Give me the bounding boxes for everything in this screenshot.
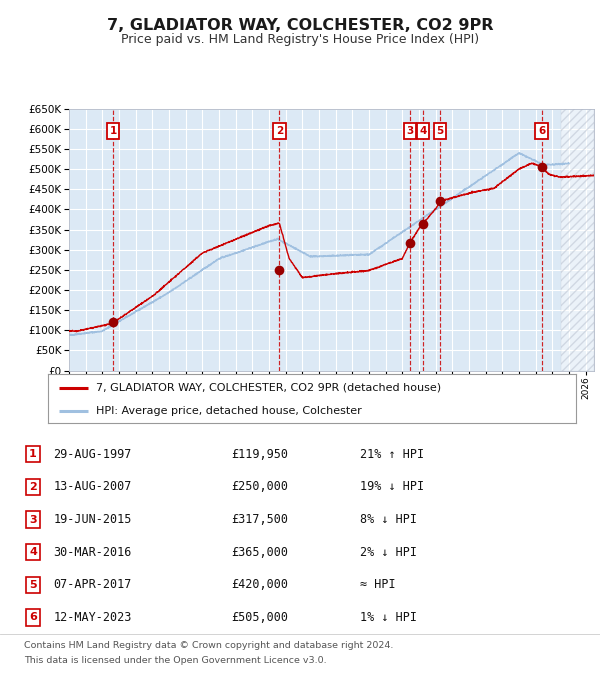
Text: 6: 6 <box>538 126 545 136</box>
Text: 4: 4 <box>419 126 427 136</box>
Text: 5: 5 <box>29 580 37 590</box>
Bar <box>560 109 594 371</box>
Text: £119,950: £119,950 <box>231 447 288 461</box>
Text: 8% ↓ HPI: 8% ↓ HPI <box>360 513 417 526</box>
Text: 3: 3 <box>29 515 37 524</box>
Text: 2: 2 <box>29 482 37 492</box>
Text: 7, GLADIATOR WAY, COLCHESTER, CO2 9PR: 7, GLADIATOR WAY, COLCHESTER, CO2 9PR <box>107 18 493 33</box>
Text: 1: 1 <box>29 449 37 459</box>
Text: This data is licensed under the Open Government Licence v3.0.: This data is licensed under the Open Gov… <box>24 656 326 664</box>
Text: 12-MAY-2023: 12-MAY-2023 <box>53 611 132 624</box>
Text: 5: 5 <box>437 126 444 136</box>
Text: 1: 1 <box>110 126 117 136</box>
Text: Contains HM Land Registry data © Crown copyright and database right 2024.: Contains HM Land Registry data © Crown c… <box>24 641 394 649</box>
Text: 19% ↓ HPI: 19% ↓ HPI <box>360 480 424 494</box>
Text: 1% ↓ HPI: 1% ↓ HPI <box>360 611 417 624</box>
Text: HPI: Average price, detached house, Colchester: HPI: Average price, detached house, Colc… <box>95 406 361 415</box>
Text: 6: 6 <box>29 613 37 622</box>
Text: £365,000: £365,000 <box>231 545 288 559</box>
Text: £317,500: £317,500 <box>231 513 288 526</box>
Text: £505,000: £505,000 <box>231 611 288 624</box>
Text: ≈ HPI: ≈ HPI <box>360 578 395 592</box>
Text: 4: 4 <box>29 547 37 557</box>
Text: 30-MAR-2016: 30-MAR-2016 <box>53 545 132 559</box>
Text: 29-AUG-1997: 29-AUG-1997 <box>53 447 132 461</box>
Text: Price paid vs. HM Land Registry's House Price Index (HPI): Price paid vs. HM Land Registry's House … <box>121 33 479 46</box>
Text: 2: 2 <box>276 126 283 136</box>
Text: 13-AUG-2007: 13-AUG-2007 <box>53 480 132 494</box>
Text: 07-APR-2017: 07-APR-2017 <box>53 578 132 592</box>
Text: 21% ↑ HPI: 21% ↑ HPI <box>360 447 424 461</box>
Text: 7, GLADIATOR WAY, COLCHESTER, CO2 9PR (detached house): 7, GLADIATOR WAY, COLCHESTER, CO2 9PR (d… <box>95 383 440 393</box>
Text: 2% ↓ HPI: 2% ↓ HPI <box>360 545 417 559</box>
Text: £420,000: £420,000 <box>231 578 288 592</box>
Text: £250,000: £250,000 <box>231 480 288 494</box>
Text: 3: 3 <box>406 126 413 136</box>
Text: 19-JUN-2015: 19-JUN-2015 <box>53 513 132 526</box>
